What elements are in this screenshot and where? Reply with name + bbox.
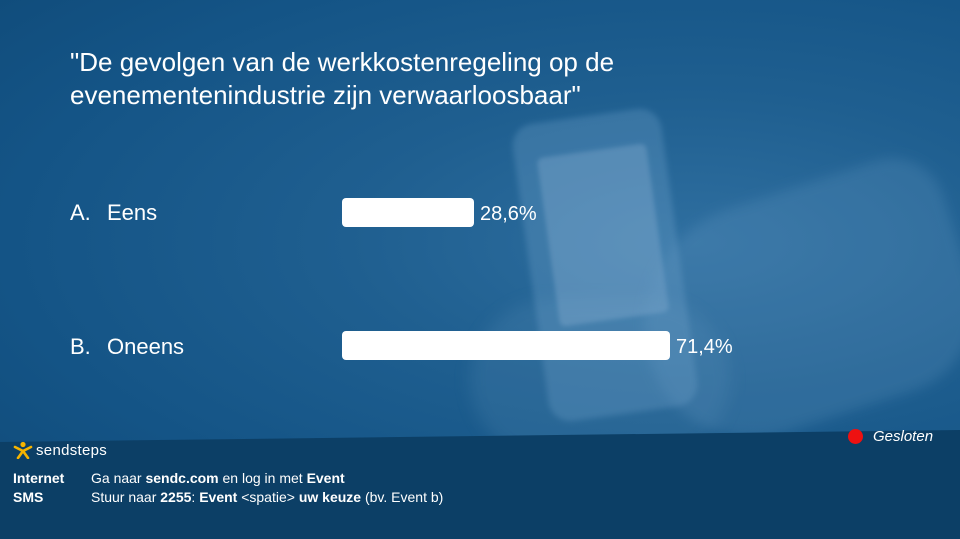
instruction-event-code: Event [306, 470, 345, 486]
sendsteps-logo-icon [13, 441, 33, 459]
sendsteps-logo: sendsteps [13, 441, 107, 459]
instruction-sms-key: SMS [13, 489, 44, 505]
instruction-text: Ga naar [91, 470, 146, 486]
answer-a-bar [342, 198, 474, 227]
answer-b-percent: 71,4% [676, 336, 733, 358]
instruction-text: (bv. Event b) [361, 489, 444, 505]
answer-a-label: A. Eens [70, 200, 157, 226]
instruction-internet: Internet Ga naar sendc.com en log in met … [13, 470, 345, 486]
answer-a-text: Eens [107, 200, 158, 225]
answer-b-bar [342, 331, 670, 360]
instruction-choice: uw keuze [298, 489, 362, 505]
answer-a-percent: 28,6% [480, 203, 537, 225]
answer-b-letter: B. [70, 334, 91, 359]
background-hand-shape [470, 300, 730, 460]
instruction-text: en log in met [218, 470, 307, 486]
logo-text: sendsteps [36, 441, 108, 459]
instruction-event-code: Event [199, 489, 238, 505]
instruction-text: Stuur naar [91, 489, 161, 505]
answer-b-text: Oneens [107, 334, 185, 359]
status-indicator: Gesloten [848, 428, 933, 445]
answer-a-letter: A. [70, 200, 91, 225]
status-label: Gesloten [873, 428, 934, 445]
answer-b-label: B. Oneens [70, 334, 184, 360]
instruction-internet-key: Internet [13, 470, 65, 486]
footer-band [0, 430, 960, 539]
instruction-text: <spatie> [237, 489, 299, 505]
instruction-url: sendc.com [145, 470, 219, 486]
instruction-sms-number: 2255 [160, 489, 192, 505]
instruction-text: : [191, 489, 200, 505]
question-title: "De gevolgen van de werkkostenregeling o… [70, 47, 615, 110]
status-dot-icon [848, 429, 863, 444]
instruction-sms: SMS Stuur naar 2255: Event <spatie> uw ke… [13, 489, 443, 505]
